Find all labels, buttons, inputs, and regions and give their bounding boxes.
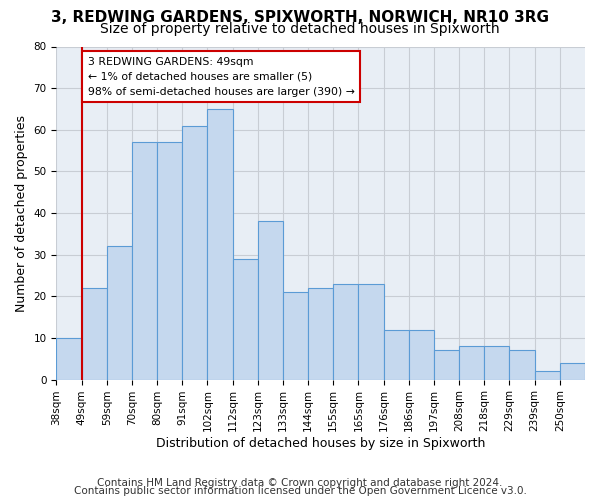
Bar: [283, 292, 308, 380]
Y-axis label: Number of detached properties: Number of detached properties: [15, 114, 28, 312]
Bar: [383, 330, 409, 380]
Bar: [308, 288, 333, 380]
Text: Size of property relative to detached houses in Spixworth: Size of property relative to detached ho…: [100, 22, 500, 36]
Bar: [434, 350, 459, 380]
Text: Contains public sector information licensed under the Open Government Licence v3: Contains public sector information licen…: [74, 486, 526, 496]
Bar: [409, 330, 434, 380]
Bar: [56, 338, 82, 380]
Bar: [459, 346, 484, 380]
Bar: [358, 284, 383, 380]
Bar: [484, 346, 509, 380]
Text: Contains HM Land Registry data © Crown copyright and database right 2024.: Contains HM Land Registry data © Crown c…: [97, 478, 503, 488]
Bar: [107, 246, 132, 380]
Bar: [535, 372, 560, 380]
Bar: [233, 259, 258, 380]
Bar: [333, 284, 358, 380]
Bar: [509, 350, 535, 380]
Bar: [208, 109, 233, 380]
X-axis label: Distribution of detached houses by size in Spixworth: Distribution of detached houses by size …: [156, 437, 485, 450]
Bar: [182, 126, 208, 380]
Text: 3 REDWING GARDENS: 49sqm
← 1% of detached houses are smaller (5)
98% of semi-det: 3 REDWING GARDENS: 49sqm ← 1% of detache…: [88, 57, 355, 96]
Bar: [157, 142, 182, 380]
Bar: [132, 142, 157, 380]
Bar: [82, 288, 107, 380]
Text: 3, REDWING GARDENS, SPIXWORTH, NORWICH, NR10 3RG: 3, REDWING GARDENS, SPIXWORTH, NORWICH, …: [51, 10, 549, 25]
Bar: [258, 222, 283, 380]
Bar: [560, 363, 585, 380]
